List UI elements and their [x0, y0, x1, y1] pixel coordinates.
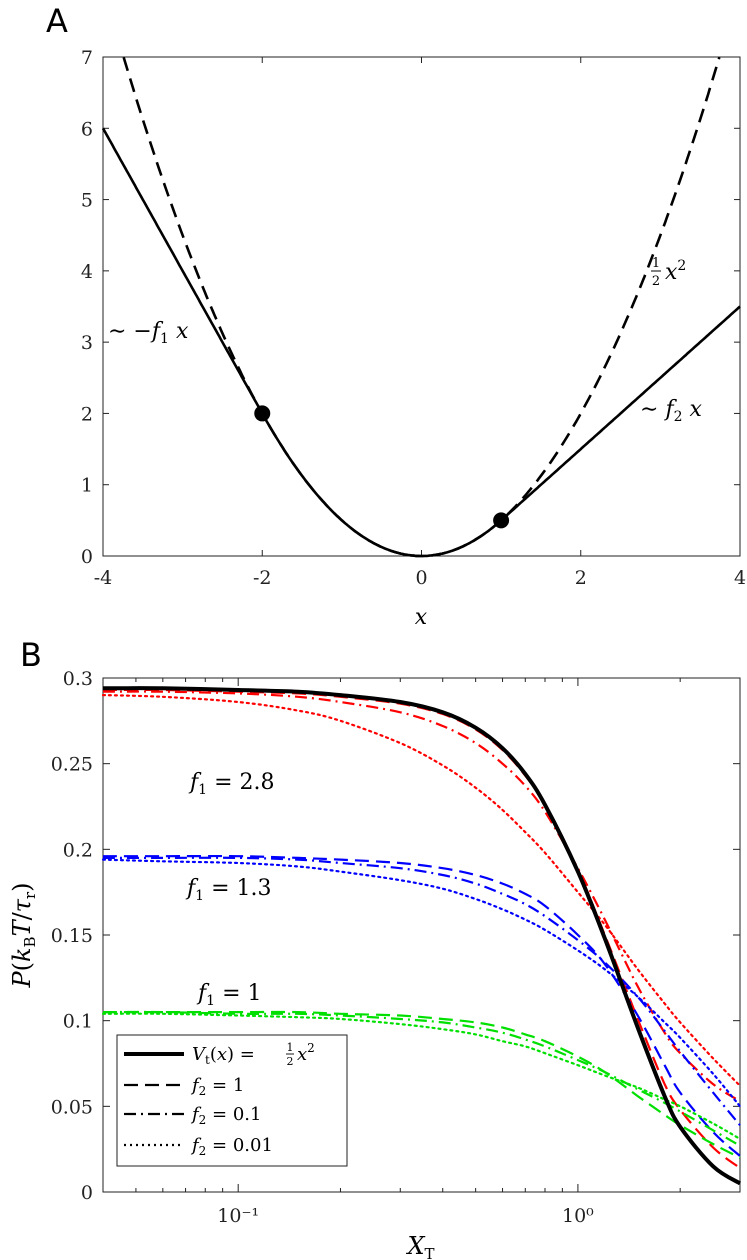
- svg-text:1: 1: [652, 256, 660, 271]
- junction-marker-2: [493, 512, 510, 529]
- svg-text:2: 2: [652, 274, 660, 289]
- a-ytick-label: 4: [81, 261, 93, 283]
- b-ytick-label: 0.1: [63, 1011, 93, 1033]
- series-f1-1-3-f2-1: [103, 854, 741, 1157]
- panel-a-markers: [254, 405, 510, 529]
- a-ytick-label: 6: [81, 118, 93, 140]
- panel-a-series: [101, 57, 741, 558]
- legend: Vt(x) = 1 2 x2 f2 = 1 f2 = 0.1 f2 = 0.01: [116, 1034, 348, 1167]
- panel-a-chart: -4 -2 0 2 4 0 1 2 3 4 5 6 7 x ∼ −f1 x 1 2 x2 ∼ f2 x: [81, 47, 746, 630]
- svg-text:Vt(x) =: Vt(x) =: [192, 1044, 255, 1067]
- svg-text:∼ f2 x: ∼ f2 x: [640, 397, 703, 425]
- series-f1-1-3-f2-0-01: [101, 858, 742, 1108]
- b-ytick-label: 0.15: [51, 925, 93, 947]
- panel-b-ylabel: P(kBT/τr): [8, 882, 39, 988]
- b-xtick-label: 10⁻¹: [217, 1205, 259, 1227]
- b-ytick-label: 0.3: [63, 668, 93, 690]
- legend-entry-f2-0-01: f2 = 0.01: [124, 1135, 273, 1158]
- svg-text:x2: x2: [665, 258, 686, 285]
- a-ytick-label: 7: [81, 47, 93, 69]
- annotation-half-x-squared: 1 2 x2: [651, 256, 686, 289]
- panel-a-ticks: -4 -2 0 2 4 0 1 2 3 4 5 6 7: [81, 47, 746, 589]
- a-ytick-label: 0: [81, 546, 93, 568]
- a-ytick-label: 3: [81, 332, 93, 354]
- svg-text:1: 1: [287, 1041, 294, 1054]
- b-ytick-label: 0: [81, 1182, 93, 1204]
- panel-label-b: B: [20, 636, 42, 674]
- b-ytick-label: 0.25: [51, 754, 93, 776]
- junction-marker-1: [254, 405, 271, 422]
- panel-b-xlabel: XT: [405, 1232, 434, 1260]
- series-f1-2-8-f2-0-1: [102, 690, 741, 1103]
- a-ytick-label: 5: [81, 190, 93, 212]
- svg-text:f2 = 1: f2 = 1: [190, 1075, 244, 1098]
- a-xtick-label: 2: [575, 567, 587, 589]
- a-ytick-label: 2: [81, 403, 93, 425]
- panel-a-frame: [102, 56, 741, 557]
- panel-label-a: A: [46, 2, 68, 40]
- series-f1-1-3-f2-0-1: [103, 856, 741, 1126]
- series-f1-2-8-f2-0-01: [101, 694, 742, 1087]
- b-xtick-label: 10⁰: [562, 1205, 594, 1227]
- a-ytick-label: 1: [81, 475, 93, 497]
- a-xtick-label: -2: [253, 567, 272, 589]
- annotation-f2-x: ∼ f2 x: [640, 397, 703, 425]
- a-xtick-label: 4: [734, 567, 746, 589]
- panel-b-ticks: 10⁻¹ 10⁰ 0 0.05 0.1 0.15 0.2 0.25 0.3: [51, 668, 741, 1227]
- series-f1-1-f2-1: [103, 1010, 741, 1159]
- a-xtick-label: 0: [415, 567, 427, 589]
- tilde-symbol: ∼ −f1 x: [108, 319, 189, 347]
- a-xtick-label: -4: [94, 567, 113, 589]
- annotation-minus-f1-x: ∼ −f1 x: [108, 319, 189, 347]
- series-half-x-squared: [122, 57, 721, 558]
- panel-a-xlabel: x: [415, 605, 428, 630]
- series-piecewise-potential: [101, 127, 741, 558]
- panel-b-series: [101, 686, 742, 1186]
- annotation-f1-2-8: f1 = 2.8: [188, 770, 275, 798]
- annotation-f1-1: f1 = 1: [196, 981, 262, 1009]
- svg-text:2: 2: [287, 1055, 294, 1068]
- b-ytick-label: 0.05: [51, 1096, 93, 1118]
- series-v-t-x-x: [102, 686, 742, 1186]
- annotation-f1-1-3: f1 = 1.3: [185, 876, 272, 904]
- b-ytick-label: 0.2: [63, 839, 93, 861]
